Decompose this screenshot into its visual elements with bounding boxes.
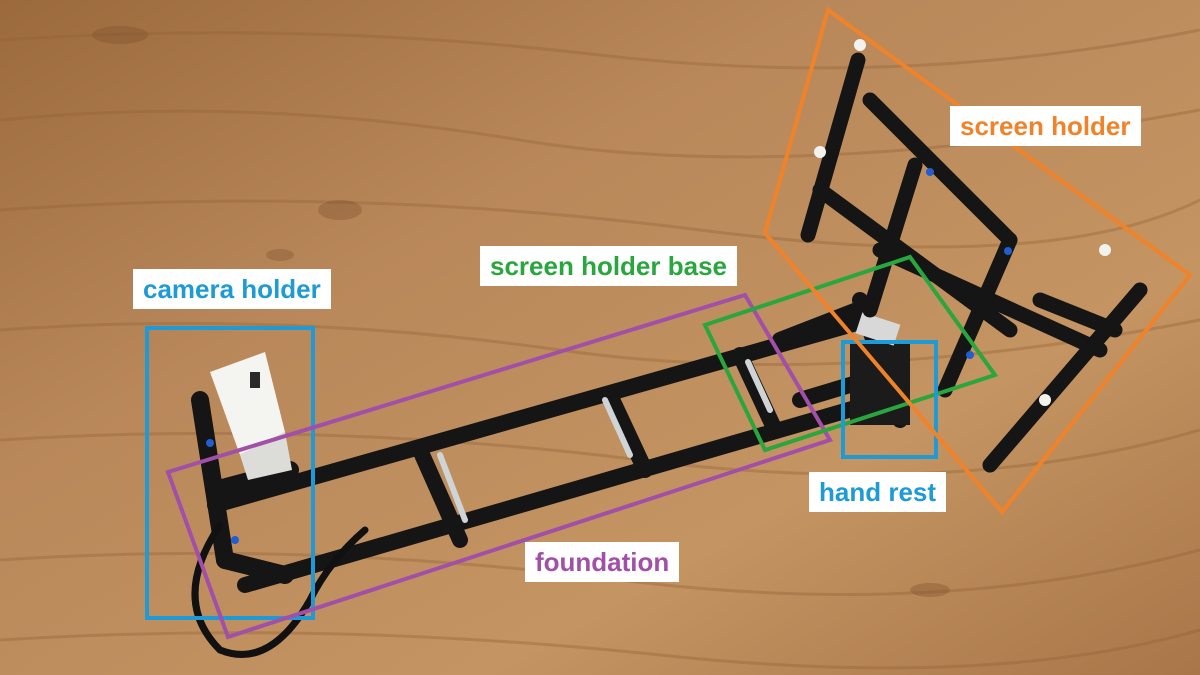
camera-holder-frame [191,391,299,584]
foundation-label: foundation [525,542,680,582]
annotation-outlines [145,6,1193,640]
screen-holder-box [762,6,1193,516]
hand-rest-label: hand rest [809,472,947,512]
axles [437,359,773,523]
hand-rest-box [841,340,938,459]
camera-module [210,352,292,480]
screen-holder-base-label: screen holder base [480,246,737,286]
camera-holder-label: camera holder [133,269,331,309]
camera-cable [191,521,369,658]
foundation-box [165,292,833,640]
foundation-beams [207,314,908,593]
camera-holder-box [145,326,315,620]
screen-holder-base-box [702,254,999,453]
screen-holder-label: screen holder [950,106,1141,146]
blue-pins [206,168,1012,544]
pegs [814,39,1111,406]
